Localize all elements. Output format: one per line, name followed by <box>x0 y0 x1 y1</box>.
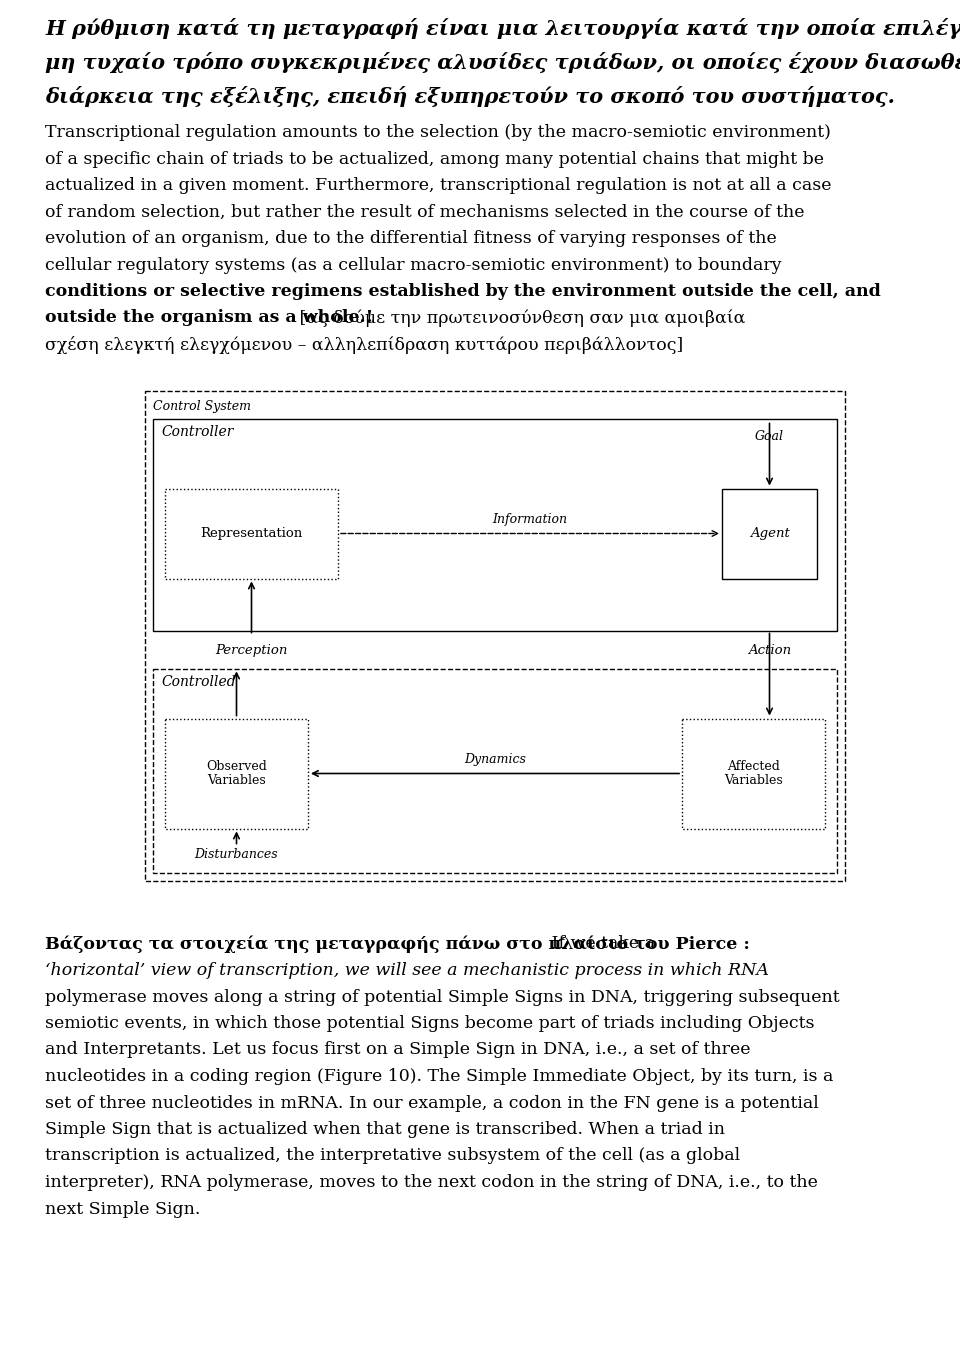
Text: cellular regulatory systems (as a cellular macro-semiotic environment) to bounda: cellular regulatory systems (as a cellul… <box>45 256 781 273</box>
Bar <box>153 668 837 873</box>
Text: conditions or selective regimens established by the environment outside the cell: conditions or selective regimens establi… <box>45 283 880 300</box>
Text: nucleotides in a coding region (Figure 10). The Simple Immediate Object, by its : nucleotides in a coding region (Figure 1… <box>45 1068 833 1084</box>
Text: next Simple Sign.: next Simple Sign. <box>45 1200 201 1218</box>
Text: μη τυχαίο τρόπο συγκεκριμένες αλυσίδες τριάδων, οι οποίες έχουν διασωθεί κατά τη: μη τυχαίο τρόπο συγκεκριμένες αλυσίδες τ… <box>45 53 960 73</box>
Text: Perception: Perception <box>215 644 288 657</box>
Text: evolution of an organism, due to the differential fitness of varying responses o: evolution of an organism, due to the dif… <box>45 230 777 247</box>
Text: Disturbances: Disturbances <box>195 849 278 861</box>
Text: [ας δούμε την πρωτεινοσύνθεση σαν μια αμοιβαία: [ας δούμε την πρωτεινοσύνθεση σαν μια αμ… <box>294 310 746 327</box>
Text: Agent: Agent <box>750 527 789 540</box>
Bar <box>165 718 308 828</box>
Text: Action: Action <box>748 644 791 657</box>
Text: Information: Information <box>492 513 567 525</box>
Text: Transcriptional regulation amounts to the selection (by the macro-semiotic envir: Transcriptional regulation amounts to th… <box>45 124 830 141</box>
Text: of random selection, but rather the result of mechanisms selected in the course : of random selection, but rather the resu… <box>45 203 804 221</box>
Text: interpreter), RNA polymerase, moves to the next codon in the string of DNA, i.e.: interpreter), RNA polymerase, moves to t… <box>45 1175 818 1191</box>
Text: set of three nucleotides in mRNA. In our example, a codon in the FN gene is a po: set of three nucleotides in mRNA. In our… <box>45 1095 819 1111</box>
Text: Goal: Goal <box>755 430 784 443</box>
Bar <box>722 489 817 578</box>
Text: Βάζοντας τα στοιχεία της μεταγραφής πάνω στο πλαίσιο του Pierce :: Βάζοντας τα στοιχεία της μεταγραφής πάνω… <box>45 936 750 954</box>
Text: Dynamics: Dynamics <box>464 753 526 766</box>
Text: If we take a: If we take a <box>545 936 655 952</box>
Text: outside the organism as a whole.!: outside the organism as a whole.! <box>45 310 373 326</box>
Text: ‘horizontal’ view of transcription, we will see a mechanistic process in which R: ‘horizontal’ view of transcription, we w… <box>45 962 769 979</box>
Text: Control System: Control System <box>153 400 251 414</box>
Text: of a specific chain of triads to be actualized, among many potential chains that: of a specific chain of triads to be actu… <box>45 151 824 167</box>
Text: actualized in a given moment. Furthermore, transcriptional regulation is not at : actualized in a given moment. Furthermor… <box>45 176 831 194</box>
Text: σχέση ελεγκτή ελεγχόμενου – αλληλεπίδραση κυττάρου περιβάλλοντος]: σχέση ελεγκτή ελεγχόμενου – αλληλεπίδρασ… <box>45 335 684 354</box>
Bar <box>145 391 845 881</box>
Text: Representation: Representation <box>201 527 302 540</box>
Text: transcription is actualized, the interpretative subsystem of the cell (as a glob: transcription is actualized, the interpr… <box>45 1148 740 1165</box>
Text: and Interpretants. Let us focus first on a Simple Sign in DNA, i.e., a set of th: and Interpretants. Let us focus first on… <box>45 1041 751 1059</box>
Text: Controller: Controller <box>161 426 233 439</box>
Text: Simple Sign that is actualized when that gene is transcribed. When a triad in: Simple Sign that is actualized when that… <box>45 1121 725 1138</box>
Bar <box>165 489 338 578</box>
Text: semiotic events, in which those potential Signs become part of triads including : semiotic events, in which those potentia… <box>45 1016 814 1032</box>
Text: Affected
Variables: Affected Variables <box>724 760 782 788</box>
Text: διάρκεια της εξέλιξης, επειδή εξυπηρετούν το σκοπό του συστήματος.: διάρκεια της εξέλιξης, επειδή εξυπηρετού… <box>45 86 895 106</box>
Bar <box>153 419 837 630</box>
Text: Observed
Variables: Observed Variables <box>206 760 267 788</box>
Text: Controlled: Controlled <box>161 675 235 690</box>
Bar <box>682 718 825 828</box>
Text: polymerase moves along a string of potential Simple Signs in DNA, triggering sub: polymerase moves along a string of poten… <box>45 989 840 1005</box>
Text: Η ρύθμιση κατά τη μεταγραφή είναι μια λειτουργία κατά την οποία επιλέγονται με: Η ρύθμιση κατά τη μεταγραφή είναι μια λε… <box>45 18 960 39</box>
